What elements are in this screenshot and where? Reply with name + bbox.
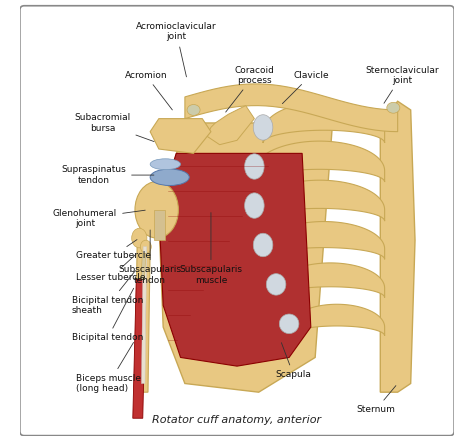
Polygon shape xyxy=(133,279,146,418)
Polygon shape xyxy=(141,247,146,384)
Text: Subscapularis
muscle: Subscapularis muscle xyxy=(180,212,242,284)
Ellipse shape xyxy=(253,233,273,257)
Polygon shape xyxy=(276,263,384,298)
Ellipse shape xyxy=(387,102,400,113)
Polygon shape xyxy=(135,245,150,392)
Polygon shape xyxy=(289,304,384,336)
Text: Subacromial
bursa: Subacromial bursa xyxy=(74,113,154,142)
Ellipse shape xyxy=(245,154,264,179)
Polygon shape xyxy=(263,102,384,143)
Text: Acromion: Acromion xyxy=(125,71,173,110)
Ellipse shape xyxy=(187,104,200,115)
Polygon shape xyxy=(255,180,384,221)
Polygon shape xyxy=(159,123,333,392)
Ellipse shape xyxy=(132,228,147,248)
Polygon shape xyxy=(185,84,398,132)
Polygon shape xyxy=(380,101,415,392)
Text: Acromioclavicular
joint: Acromioclavicular joint xyxy=(136,22,217,77)
Text: Sternoclavicular
joint: Sternoclavicular joint xyxy=(365,66,439,103)
Text: Coracoid
process: Coracoid process xyxy=(226,66,274,112)
Ellipse shape xyxy=(135,182,178,238)
Polygon shape xyxy=(207,106,255,145)
Polygon shape xyxy=(155,210,165,240)
Text: Clavicle: Clavicle xyxy=(283,71,328,104)
Text: Lesser tubercle: Lesser tubercle xyxy=(76,255,146,281)
Text: Biceps muscle
(long head): Biceps muscle (long head) xyxy=(76,343,141,393)
Ellipse shape xyxy=(140,240,151,253)
Polygon shape xyxy=(255,141,384,182)
Text: Glenohumeral
joint: Glenohumeral joint xyxy=(53,209,145,228)
Text: Greater tubercle: Greater tubercle xyxy=(76,239,151,260)
Ellipse shape xyxy=(164,196,184,228)
Ellipse shape xyxy=(150,169,189,185)
Text: Rotator cuff anatomy, anterior: Rotator cuff anatomy, anterior xyxy=(153,415,321,425)
Polygon shape xyxy=(263,222,384,259)
Text: Subscapularis
tendon: Subscapularis tendon xyxy=(118,230,182,284)
Polygon shape xyxy=(159,153,311,366)
Text: Supraspinatus
tendon: Supraspinatus tendon xyxy=(61,165,154,185)
Ellipse shape xyxy=(245,193,264,218)
Text: Scapula: Scapula xyxy=(275,343,311,379)
Text: Sternum: Sternum xyxy=(356,385,396,414)
Ellipse shape xyxy=(150,159,181,170)
Ellipse shape xyxy=(253,115,273,140)
Polygon shape xyxy=(150,118,211,153)
Ellipse shape xyxy=(279,314,299,333)
Ellipse shape xyxy=(266,274,286,295)
Text: Bicipital tendon
sheath: Bicipital tendon sheath xyxy=(72,271,143,315)
Polygon shape xyxy=(141,253,146,279)
Text: Bicipital tendon: Bicipital tendon xyxy=(72,288,143,343)
